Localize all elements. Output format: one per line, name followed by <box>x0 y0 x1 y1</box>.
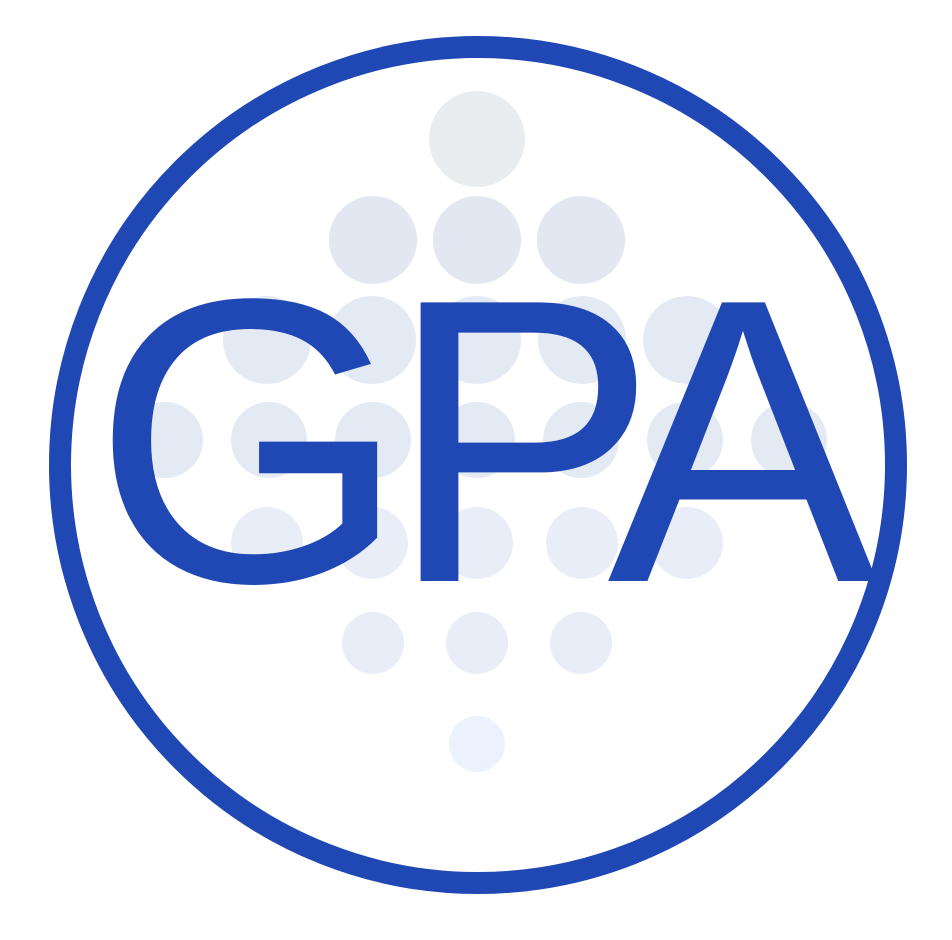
pattern-dot <box>546 507 618 579</box>
pattern-dot <box>433 296 521 384</box>
pattern-dot <box>647 402 723 478</box>
pattern-dot <box>429 91 525 187</box>
pattern-dot <box>439 402 515 478</box>
pattern-dot <box>643 296 731 384</box>
pattern-dot <box>127 402 203 478</box>
pattern-dot <box>335 402 411 478</box>
pattern-dot <box>446 612 508 674</box>
pattern-dot <box>433 196 521 284</box>
dot-diamond-pattern <box>127 91 827 772</box>
pattern-dot <box>328 296 416 384</box>
pattern-dot <box>751 402 827 478</box>
pattern-dot <box>231 507 303 579</box>
pattern-dot <box>537 196 625 284</box>
pattern-dot <box>342 612 404 674</box>
pattern-dot <box>538 296 626 384</box>
pattern-dot <box>441 507 513 579</box>
logo-ring <box>49 36 907 894</box>
pattern-dot <box>543 402 619 478</box>
logo-text: GPA <box>92 214 879 667</box>
pattern-dot <box>223 296 311 384</box>
pattern-dot <box>329 196 417 284</box>
pattern-dot <box>449 716 505 772</box>
pattern-dot <box>336 507 408 579</box>
pattern-dot <box>231 402 307 478</box>
pattern-dot <box>651 507 723 579</box>
pattern-dot <box>550 612 612 674</box>
